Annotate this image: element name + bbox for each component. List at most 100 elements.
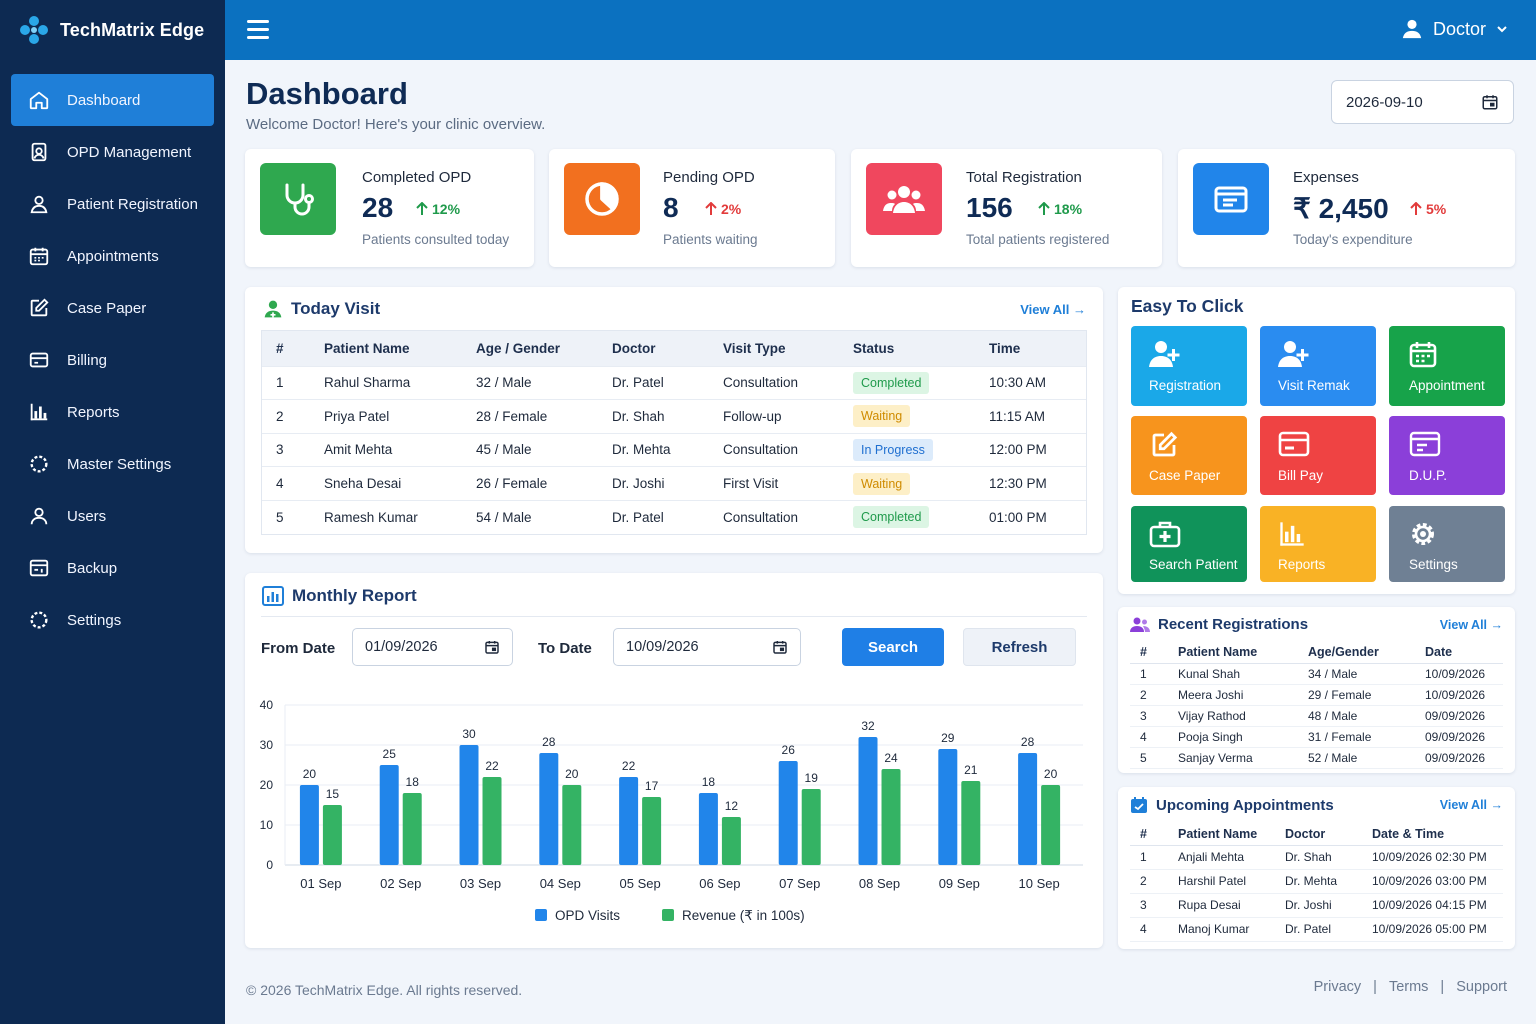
- sidebar-item-dashboard[interactable]: Dashboard: [11, 74, 214, 126]
- tile-registration[interactable]: Registration: [1131, 326, 1247, 406]
- stat-card-total-registration[interactable]: Total Registration 156 18% Total patient…: [851, 149, 1162, 267]
- table-row[interactable]: 4 Manoj Kumar Dr. Patel 10/09/2026 05:00 PM: [1130, 917, 1503, 942]
- cell: Anjali Mehta: [1168, 845, 1275, 870]
- stat-value: 8: [663, 192, 679, 223]
- cell: 10/09/2026: [1415, 663, 1503, 685]
- today-visit-panel: Today Visit View All → # Patient Name Ag…: [245, 287, 1103, 553]
- footer-link-support[interactable]: Support: [1456, 979, 1507, 995]
- table-row[interactable]: 3 Vijay Rathod 48 / Male 09/09/2026: [1130, 705, 1503, 727]
- tile-label: Settings: [1409, 557, 1458, 572]
- cell: Harshil Patel: [1168, 869, 1275, 894]
- gear-icon: [27, 608, 51, 632]
- table-row[interactable]: 5 Ramesh Kumar 54 / Male Dr. Patel Consu…: [262, 499, 1086, 534]
- stat-card-completed-opd[interactable]: Completed OPD 28 12% Patients consulted …: [245, 149, 534, 267]
- sidebar-item-case-paper[interactable]: Case Paper: [11, 282, 214, 334]
- footer-copyright: © 2026 TechMatrix Edge. All rights reser…: [246, 982, 523, 998]
- y-tick-label: 40: [260, 698, 274, 712]
- recent-view-all-link[interactable]: View All →: [1439, 618, 1503, 632]
- user-icon: [27, 192, 51, 216]
- sidebar-item-label: Patient Registration: [67, 195, 198, 213]
- cell: 10/09/2026 04:15 PM: [1362, 893, 1503, 918]
- sidebar-item-backup[interactable]: Backup: [11, 542, 214, 594]
- tile-case-paper[interactable]: Case Paper: [1131, 416, 1247, 495]
- tile-settings[interactable]: Settings: [1389, 506, 1505, 582]
- sidebar-item-opd-management[interactable]: OPD Management: [11, 126, 214, 178]
- bar-revenue: [721, 817, 741, 865]
- sidebar-item-users[interactable]: Users: [11, 490, 214, 542]
- stat-change-value: 12%: [432, 201, 461, 217]
- x-tick-label: 05 Sep: [620, 876, 661, 891]
- user-clock-icon: [264, 300, 282, 318]
- sidebar-item-appointments[interactable]: Appointments: [11, 230, 214, 282]
- footer-link-terms[interactable]: Terms: [1388, 979, 1429, 995]
- cell: 45 / Male: [462, 432, 598, 467]
- recent-registrations-title-text: Recent Registrations: [1158, 616, 1309, 633]
- sidebar-item-label: Billing: [67, 351, 108, 369]
- brand-title: TechMatrix Edge: [60, 19, 205, 40]
- user-menu[interactable]: Doctor: [1401, 18, 1508, 40]
- footer-separator: |: [1373, 979, 1377, 995]
- tile-reports[interactable]: Reports: [1260, 506, 1376, 582]
- footer-link-privacy[interactable]: Privacy: [1313, 979, 1362, 995]
- stat-change: 5%: [1410, 201, 1446, 217]
- tile-label: Reports: [1278, 557, 1326, 572]
- tile-label: Bill Pay: [1278, 468, 1324, 483]
- tile-search-patient[interactable]: Search Patient: [1131, 506, 1247, 582]
- table-row[interactable]: 2 Harshil Patel Dr. Mehta 10/09/2026 03:00 …: [1130, 869, 1503, 894]
- upcoming-view-all-link[interactable]: View All →: [1439, 798, 1503, 812]
- y-tick-label: 30: [260, 738, 274, 752]
- table-row[interactable]: 1 Rahul Sharma 32 / Male Dr. Patel Consu…: [262, 365, 1086, 400]
- recent-registrations-title: Recent Registrations: [1130, 616, 1308, 633]
- table-row[interactable]: 2 Priya Patel 28 / Female Dr. Shah Follo…: [262, 399, 1086, 434]
- sidebar-item-label: OPD Management: [67, 143, 192, 161]
- table-row[interactable]: 5 Sanjay Verma 52 / Male 09/09/2026: [1130, 747, 1503, 769]
- table-row[interactable]: 3 Rupa Desai Dr. Joshi 10/09/2026 04:15 PM: [1130, 893, 1503, 918]
- menu-toggle-button[interactable]: [247, 20, 269, 40]
- table-row[interactable]: 3 Amit Mehta 45 / Male Dr. Mehta Consult…: [262, 432, 1086, 467]
- cell: 2: [262, 399, 310, 434]
- table-row[interactable]: 4 Pooja Singh 31 / Female 09/09/2026: [1130, 726, 1503, 748]
- cell: Dr. Mehta: [1275, 869, 1362, 894]
- today-visit-view-all-link[interactable]: View All →: [1020, 302, 1086, 317]
- cell: 54 / Male: [462, 499, 598, 534]
- cell: Dr. Patel: [1275, 917, 1362, 942]
- table-row[interactable]: 1 Anjali Mehta Dr. Shah 10/09/2026 02:30 PM: [1130, 845, 1503, 870]
- tile-label: Search Patient: [1149, 557, 1238, 572]
- search-button[interactable]: Search: [842, 628, 944, 666]
- table-row[interactable]: 4 Sneha Desai 26 / Female Dr. Joshi Firs…: [262, 466, 1086, 501]
- sidebar-item-patient-registration[interactable]: Patient Registration: [11, 178, 214, 230]
- sidebar-item-billing[interactable]: Billing: [11, 334, 214, 386]
- stat-change: 2%: [705, 201, 741, 217]
- cell: Consultation: [709, 499, 839, 534]
- cell: 2: [1130, 684, 1168, 706]
- date-picker[interactable]: 2026-09-10: [1331, 80, 1514, 124]
- easy-to-click-panel: Easy To Click Registration Visit Remak A…: [1118, 287, 1515, 594]
- tile-bill-pay[interactable]: Bill Pay: [1260, 416, 1376, 495]
- stat-card-pending-opd[interactable]: Pending OPD 8 2% Patients waiting: [549, 149, 835, 267]
- data-label: 18: [702, 775, 716, 789]
- column-header: #: [262, 331, 310, 366]
- brand[interactable]: TechMatrix Edge: [0, 0, 225, 60]
- tile-dup[interactable]: D.U.P.: [1389, 416, 1505, 495]
- cell: Consultation: [709, 365, 839, 400]
- cell: 48 / Male: [1298, 705, 1415, 727]
- calendar-icon: [773, 641, 787, 654]
- refresh-button[interactable]: Refresh: [963, 628, 1076, 666]
- table-row[interactable]: 1 Kunal Shah 34 / Male 10/09/2026: [1130, 663, 1503, 685]
- to-date-input[interactable]: 10/09/2026: [613, 628, 801, 666]
- cell: 28 / Female: [462, 399, 598, 434]
- tile-label: Registration: [1149, 378, 1222, 393]
- cell: 4: [1130, 726, 1168, 748]
- tile-appointment[interactable]: Appointment: [1389, 326, 1505, 406]
- column-header: Visit Type: [709, 331, 839, 366]
- sidebar-item-reports[interactable]: Reports: [11, 386, 214, 438]
- table-row[interactable]: 2 Meera Joshi 29 / Female 10/09/2026: [1130, 684, 1503, 706]
- sidebar-item-settings[interactable]: Settings: [11, 594, 214, 646]
- arrow-up-icon: [1410, 202, 1422, 215]
- stat-description: Total patients registered: [966, 232, 1110, 247]
- stat-card-expenses[interactable]: Expenses ₹ 2,450 5% Today's expenditure: [1178, 149, 1515, 267]
- from-date-input[interactable]: 01/09/2026: [352, 628, 513, 666]
- cell: 4: [1130, 917, 1168, 942]
- tile-visit-remak[interactable]: Visit Remak: [1260, 326, 1376, 406]
- sidebar-item-master-settings[interactable]: Master Settings: [11, 438, 214, 490]
